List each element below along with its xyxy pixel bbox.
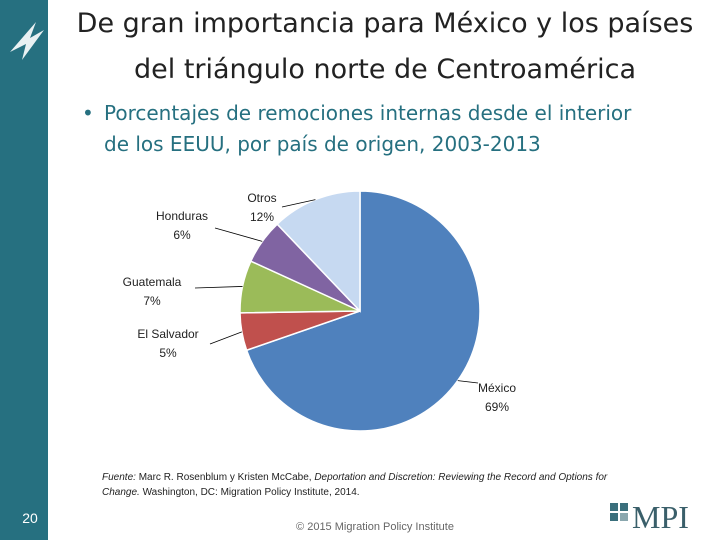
title: del triángulo norte de Centroamérica — [134, 54, 636, 85]
leader-line — [209, 331, 242, 345]
leader-line — [281, 199, 316, 208]
slice-label: México — [478, 381, 516, 395]
source-segment: Fuente: — [102, 472, 136, 483]
source-note: Change. Washington, DC: Migration Policy… — [102, 487, 360, 498]
bullet-mark: • — [82, 101, 94, 125]
slice-value: 5% — [159, 346, 177, 360]
leader-line — [194, 286, 243, 289]
leader-line — [214, 227, 263, 242]
source-note: Fuente: Marc R. Rosenblum y Kristen McCa… — [102, 472, 608, 483]
slice-value: 6% — [173, 228, 191, 242]
source-segment: Deportation and Discretion: Reviewing th… — [314, 472, 608, 483]
bullet-text: de los EEUU, por país de origen, 2003-20… — [104, 132, 541, 156]
bullet-text: Porcentajes de remociones internas desde… — [104, 101, 632, 125]
slice-label: El Salvador — [137, 327, 198, 341]
slice-value: 12% — [250, 210, 274, 224]
pie-chart: México 69% El Salvador 5% Guatemala 7% Hondura… — [123, 190, 516, 432]
sidebar — [0, 0, 48, 540]
pie-slice — [276, 190, 361, 313]
source-segment: Change. — [102, 487, 140, 498]
slice-value: 7% — [143, 294, 161, 308]
sidebar-logo — [10, 22, 44, 60]
source-segment: Washington, DC: Migration Policy Institu… — [140, 487, 360, 498]
slice-value: 69% — [485, 400, 509, 414]
copyright: © 2015 Migration Policy Institute — [296, 521, 454, 533]
title: De gran importancia para México y los pa… — [77, 8, 694, 39]
slice-label: Honduras — [156, 209, 208, 223]
logo-icon — [610, 503, 628, 521]
source-segment: Marc R. Rosenblum y Kristen McCabe, — [136, 472, 314, 483]
leader-line — [457, 380, 479, 384]
page-number: 20 — [22, 510, 38, 526]
slice-label: Otros — [247, 191, 276, 205]
slice-label: Guatemala — [123, 275, 182, 289]
logo-text: MPI — [632, 499, 689, 535]
